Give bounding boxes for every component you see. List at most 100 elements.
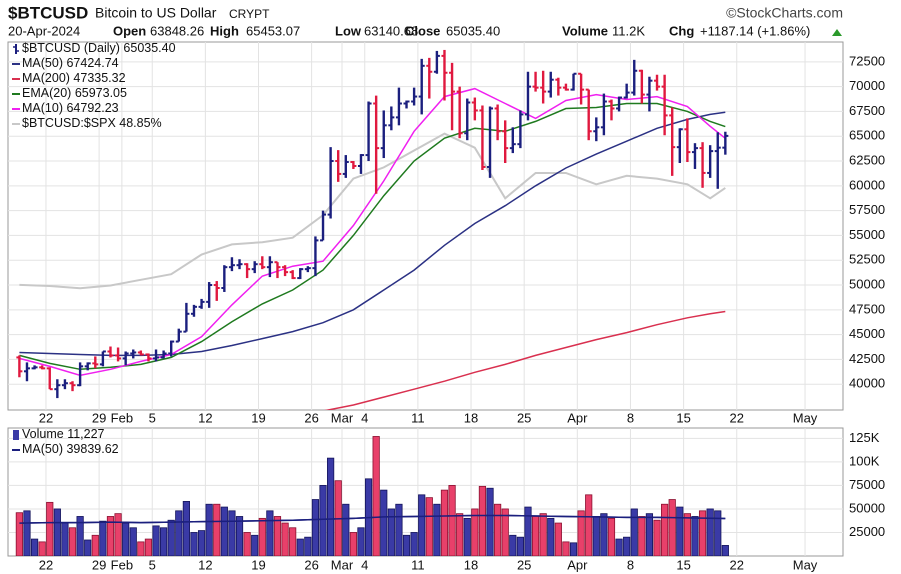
- date: 20-Apr-2024: [8, 23, 80, 38]
- volume-bar: [569, 542, 578, 556]
- legend-value: 39839.62: [66, 442, 118, 456]
- volume-bar: [251, 534, 259, 556]
- volume-bar: [99, 520, 107, 556]
- volume-bar: [592, 516, 600, 556]
- up-arrow: [832, 29, 842, 36]
- x-tick-label: 25: [517, 557, 531, 572]
- volume-bar: [486, 487, 494, 556]
- quote-label: Chg: [669, 23, 694, 38]
- volume-bar: [524, 506, 532, 556]
- volume-bar: [23, 510, 31, 556]
- volume-bar: [585, 494, 593, 556]
- legend-entry: $BTCUSD:$SPX 48.85%: [22, 116, 162, 130]
- volume-bar: [691, 516, 699, 556]
- volume-bar: [463, 517, 471, 556]
- x-tick-label: May: [793, 557, 818, 572]
- legend-value: 65973.05: [75, 86, 127, 100]
- legend-value: 47335.32: [73, 71, 125, 85]
- volume-bar: [516, 536, 524, 556]
- quote-value: 63140.68: [364, 23, 418, 38]
- volume-bar: [410, 532, 418, 556]
- x-tick-label: 4: [361, 557, 368, 572]
- volume-bar: [509, 534, 517, 556]
- x-tick-label: 11: [411, 557, 425, 572]
- y-tick-label: 57500: [849, 202, 885, 217]
- volume-bar: [137, 541, 145, 556]
- y-tick-label: 75000: [849, 477, 885, 492]
- volume-bar: [38, 541, 46, 556]
- volume-bar: [122, 522, 130, 556]
- y-tick-label: 62500: [849, 152, 885, 167]
- volume-bar: [600, 513, 608, 556]
- legend-entry: MA(50) 39839.62: [22, 442, 119, 456]
- volume-bar: [395, 503, 403, 556]
- exchange: CRYPT: [229, 7, 270, 21]
- quote-value: 65035.40: [446, 23, 500, 38]
- indicator-line: [19, 102, 726, 371]
- quote-value: 63848.26: [150, 23, 204, 38]
- indicator-line: [19, 132, 726, 290]
- x-tick-label: 18: [464, 557, 478, 572]
- y-tick-label: 50000: [849, 500, 885, 515]
- volume-bar: [638, 516, 646, 556]
- legend-value: 67424.74: [66, 56, 118, 70]
- volume-bar: [448, 485, 456, 556]
- volume-bar: [144, 538, 153, 556]
- volume-bar: [630, 508, 638, 556]
- x-tick-label: Mar: [331, 410, 354, 425]
- y-tick-label: 47500: [849, 301, 885, 316]
- legend-value: 11,227: [67, 427, 104, 441]
- indicator-line: [19, 514, 726, 524]
- volume-bar: [30, 538, 39, 556]
- y-tick-label: 70000: [849, 78, 885, 93]
- volume-bar: [539, 513, 547, 556]
- indicator-line: [19, 111, 726, 357]
- legend-entry: MA(10) 64792.23: [22, 101, 119, 115]
- volume-bar: [258, 517, 266, 556]
- volume-bar: [668, 499, 676, 556]
- x-tick-label: 15: [676, 557, 690, 572]
- volume-bar: [456, 513, 464, 556]
- x-tick-label: 29: [92, 557, 106, 572]
- volume-bar: [562, 541, 570, 556]
- volume-bar: [501, 508, 509, 556]
- volume-bar: [698, 510, 707, 556]
- plot-area: [8, 42, 843, 410]
- volume-bar: [645, 513, 654, 556]
- volume-bar: [683, 513, 691, 556]
- x-tick-label: 12: [198, 410, 212, 425]
- volume-bar: [129, 527, 137, 556]
- y-tick-label: 42500: [849, 351, 885, 366]
- legend-icon: [13, 430, 19, 440]
- x-tick-label: 11: [411, 410, 425, 425]
- volume-bar: [167, 519, 175, 556]
- x-tick-label: 4: [361, 410, 368, 425]
- volume-bar: [91, 534, 99, 556]
- volume-bar: [402, 534, 411, 556]
- y-tick-label: 125K: [849, 430, 880, 445]
- x-tick-label: 22: [729, 557, 743, 572]
- volume-bar: [76, 516, 84, 556]
- volume-bar: [304, 536, 312, 556]
- volume-bar: [342, 503, 350, 556]
- volume-bar: [433, 503, 441, 556]
- y-tick-label: 55000: [849, 227, 885, 242]
- volume-bar: [53, 508, 61, 556]
- volume-bar: [478, 485, 487, 556]
- x-tick-label: 26: [304, 410, 318, 425]
- volume-bar: [197, 530, 206, 556]
- x-tick-label: May: [793, 410, 818, 425]
- volume-bar: [68, 527, 77, 556]
- x-tick-label: 18: [464, 410, 478, 425]
- legend-name: $BTCUSD (Daily): [22, 41, 120, 55]
- volume-bar: [205, 503, 213, 556]
- x-tick-label: 19: [251, 557, 265, 572]
- x-tick-label: 26: [304, 557, 318, 572]
- x-tick-label: 29: [92, 410, 106, 425]
- legend-name: MA(10): [22, 101, 63, 115]
- quote-label: High: [210, 23, 239, 38]
- volume-bar: [220, 506, 228, 556]
- volume-bar: [577, 510, 585, 556]
- legend-entry: Volume 11,227: [22, 427, 105, 441]
- x-tick-label: 12: [198, 557, 212, 572]
